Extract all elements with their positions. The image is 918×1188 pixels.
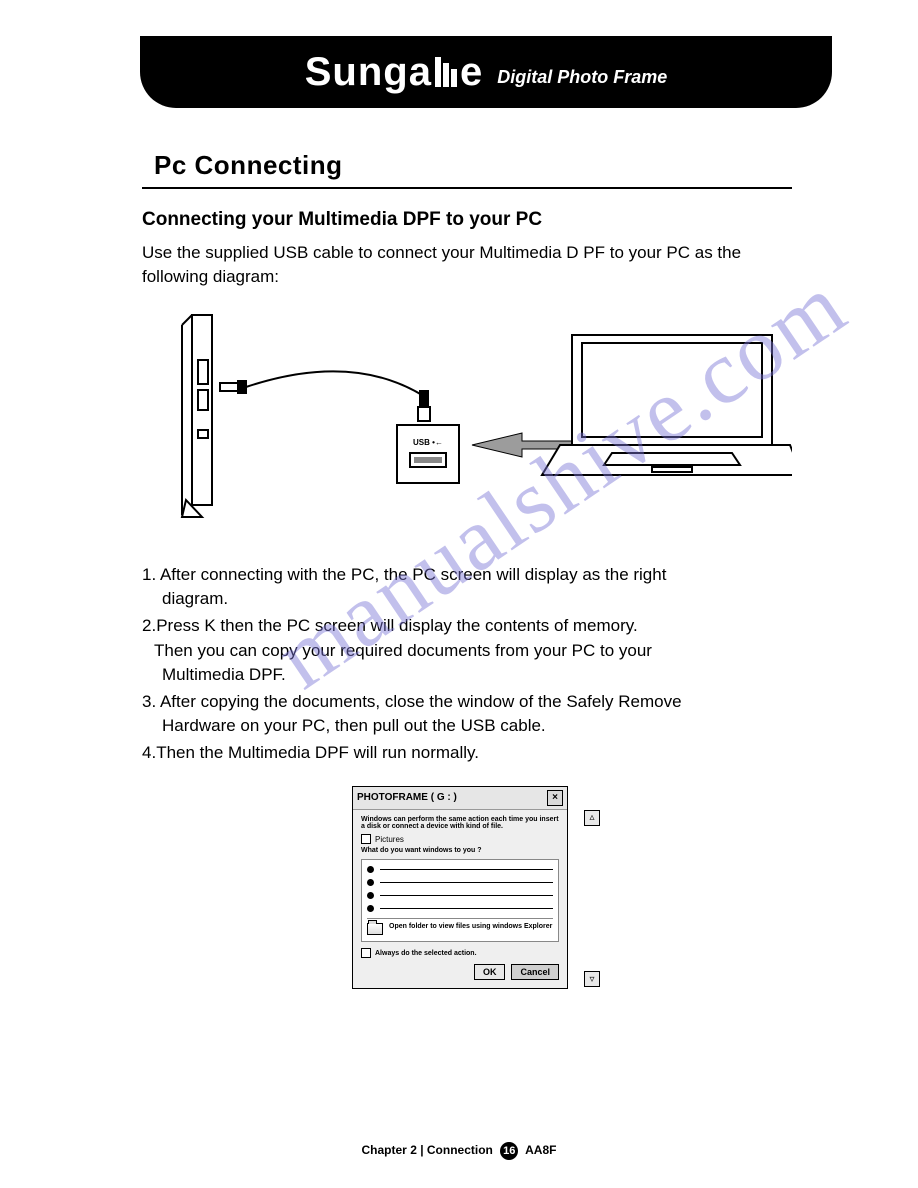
brand-text-pre: Sunga — [305, 50, 432, 95]
always-label: Always do the selected action. — [375, 950, 477, 957]
pictures-label: Pictures — [375, 835, 404, 844]
page-number-badge: 16 — [500, 1142, 518, 1160]
checkbox-icon[interactable] — [361, 834, 371, 844]
dialog-question: What do you want windows to you ? — [361, 847, 559, 854]
brand-logo: Sunga e — [305, 50, 483, 95]
content-area: Pc Connecting Connecting your Multimedia… — [142, 150, 792, 989]
header-banner: Sunga e Digital Photo Frame — [140, 36, 832, 108]
open-folder-label: Open folder to view files using windows … — [389, 923, 552, 931]
close-icon[interactable]: × — [547, 790, 563, 806]
list-item[interactable] — [367, 892, 553, 899]
scroll-down-icon[interactable]: ▿ — [584, 971, 600, 987]
open-folder-option[interactable]: Open folder to view files using windows … — [367, 918, 553, 935]
cancel-button[interactable]: Cancel — [511, 964, 559, 980]
page-footer: Chapter 2 | Connection 16 AA8F — [0, 1142, 918, 1160]
brand-text-post: e — [460, 50, 483, 95]
sub-heading: Connecting your Multimedia DPF to your P… — [142, 209, 792, 231]
ok-button[interactable]: OK — [474, 964, 506, 980]
section-title: Pc Connecting — [142, 150, 792, 189]
diagram-svg: USB •← — [142, 305, 792, 545]
list-item[interactable] — [367, 905, 553, 912]
dialog-titlebar: PHOTOFRAME ( G : ) × — [353, 787, 567, 810]
step-1: 1. After connecting with the PC, the PC … — [142, 563, 792, 612]
dialog-options-list: Open folder to view files using windows … — [361, 859, 559, 942]
intro-text: Use the supplied USB cable to connect yo… — [142, 241, 792, 289]
list-item[interactable] — [367, 866, 553, 873]
brand-bars-icon — [434, 57, 458, 87]
connection-diagram: USB •← — [142, 305, 792, 545]
autoplay-dialog: PHOTOFRAME ( G : ) × Windows can perform… — [352, 786, 582, 989]
pictures-row: Pictures — [361, 834, 559, 844]
header-subtitle: Digital Photo Frame — [497, 67, 667, 88]
usb-label: USB •← — [413, 438, 443, 447]
steps-list: 1. After connecting with the PC, the PC … — [142, 563, 792, 766]
step-2: 2.Press K then the PC screen will displa… — [142, 614, 792, 688]
dialog-title-text: PHOTOFRAME ( G : ) — [357, 792, 457, 803]
list-item[interactable] — [367, 879, 553, 886]
footer-chapter: Chapter 2 | Connection — [362, 1143, 493, 1157]
scroll-up-icon[interactable]: ▵ — [584, 810, 600, 826]
step-3: 3. After copying the documents, close th… — [142, 690, 792, 739]
checkbox-icon[interactable] — [361, 948, 371, 958]
folder-icon — [367, 923, 383, 935]
step-4: 4.Then the Multimedia DPF will run norma… — [142, 741, 792, 766]
manual-page: Sunga e Digital Photo Frame manualshive.… — [0, 0, 918, 1188]
always-row: Always do the selected action. — [361, 948, 559, 958]
dialog-message: Windows can perform the same action each… — [361, 816, 559, 831]
footer-model: AA8F — [525, 1143, 556, 1157]
